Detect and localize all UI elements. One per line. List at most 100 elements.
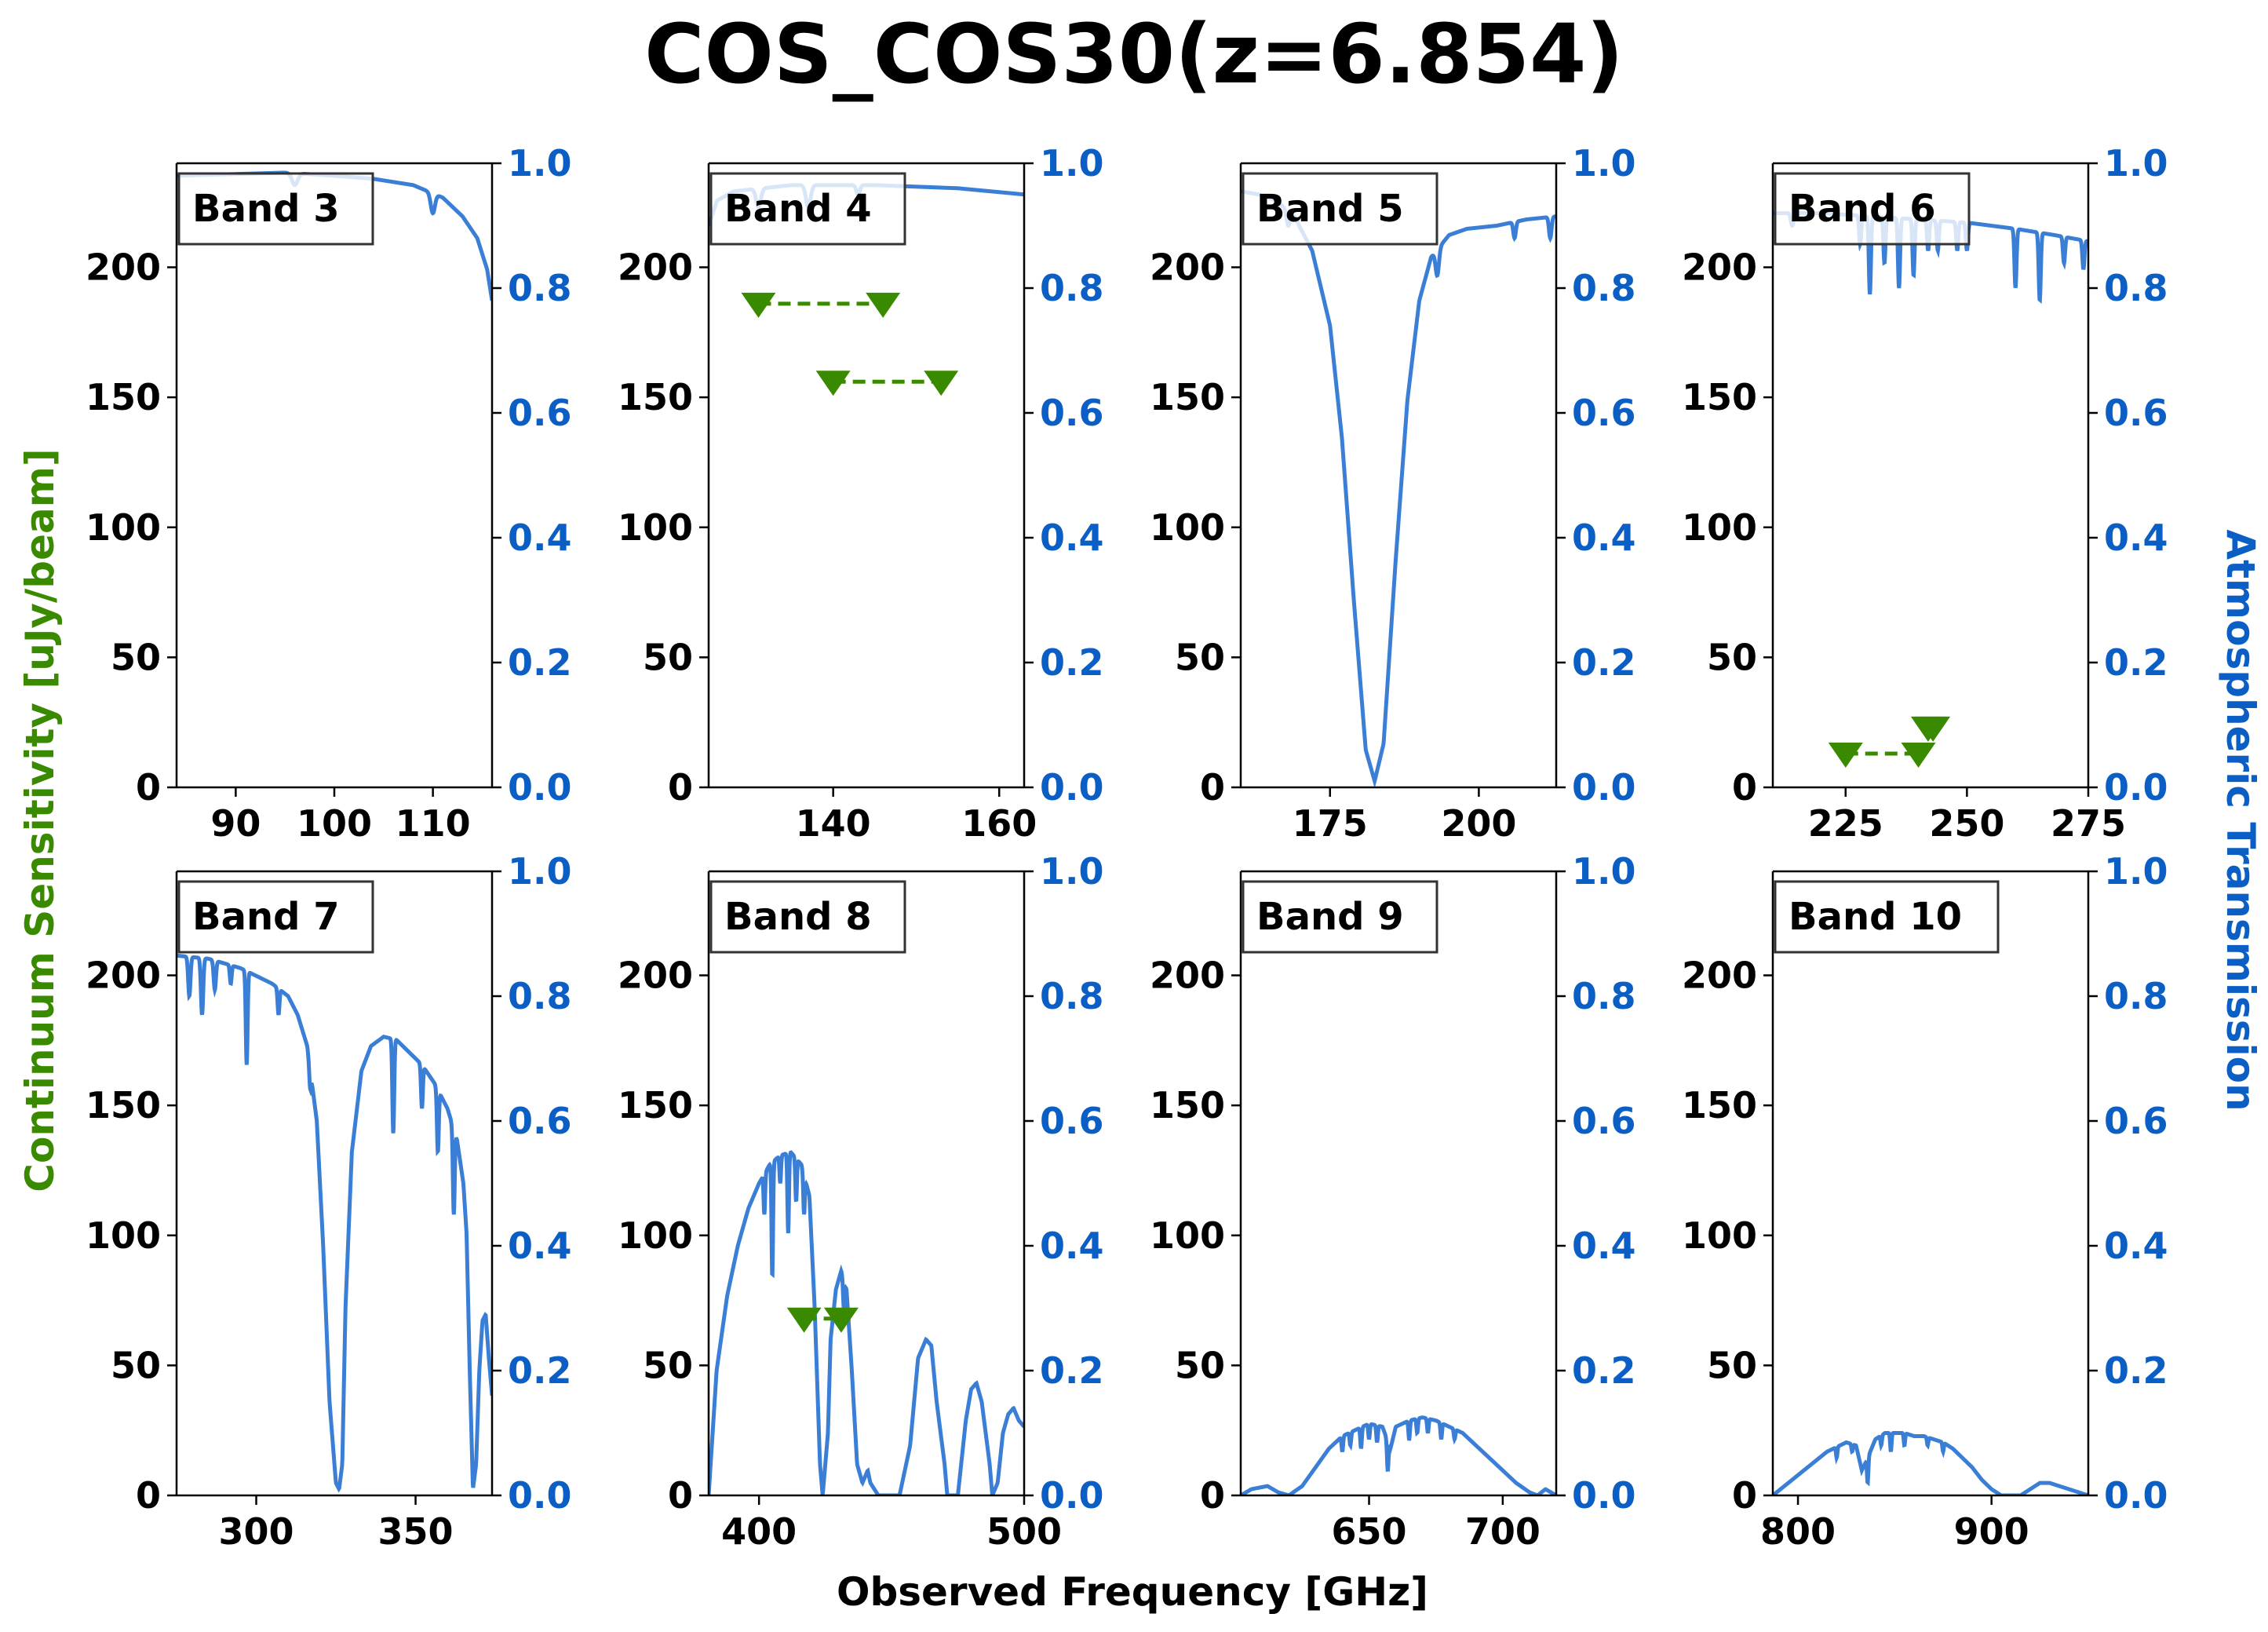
x-tick-label: 350 (378, 1510, 454, 1553)
sensitivity-upper-limit-marker (1916, 716, 1951, 742)
x-axis-label: Observed Frequency [GHz] (837, 1569, 1428, 1615)
left-tick-label: 200 (86, 955, 161, 997)
right-tick-label: 0.2 (1040, 1349, 1104, 1392)
transmission-line (1241, 189, 1556, 787)
x-tick-label: 90 (210, 802, 261, 845)
band-label: Band 4 (724, 187, 872, 231)
left-tick-label: 0 (668, 1474, 693, 1517)
band-label: Band 3 (192, 187, 340, 231)
band-label: Band 5 (1256, 187, 1404, 231)
left-tick-label: 150 (618, 1084, 693, 1126)
left-tick-label: 50 (643, 1344, 693, 1386)
left-tick-label: 100 (86, 1214, 161, 1257)
right-tick-label: 0.8 (2104, 975, 2168, 1017)
panel-band-8: 0 50 100 150 200 0.0 0.2 0.4 0.6 0.8 1.0 400 500 Band… (618, 850, 1104, 1553)
x-tick-label: 800 (1760, 1510, 1836, 1553)
y-axis-label-left: Continuum Sensitivity [uJy/beam] (17, 448, 63, 1192)
left-tick-label: 50 (1175, 1344, 1225, 1386)
left-tick-label: 0 (1200, 766, 1225, 809)
left-tick-label: 50 (1707, 1344, 1757, 1386)
left-tick-label: 100 (618, 506, 693, 549)
right-tick-label: 0.8 (2104, 267, 2168, 309)
right-tick-label: 0.0 (2104, 766, 2168, 809)
right-tick-label: 0.0 (508, 766, 572, 809)
left-tick-label: 50 (1175, 636, 1225, 678)
right-tick-label: 0.8 (508, 267, 572, 309)
right-tick-label: 0.6 (2104, 1100, 2168, 1142)
right-tick-label: 0.8 (1040, 975, 1104, 1017)
left-tick-label: 150 (86, 376, 161, 418)
left-tick-label: 0 (1200, 1474, 1225, 1517)
right-tick-label: 0.4 (1572, 1225, 1636, 1267)
right-tick-label: 0.2 (2104, 641, 2168, 684)
right-tick-label: 0.6 (1572, 392, 1636, 434)
panel-band-3: 0 50 100 150 200 0.0 0.2 0.4 0.6 0.8 1.0 90 100 110 Ba… (86, 142, 572, 845)
right-tick-label: 0.0 (1572, 766, 1636, 809)
band-label-box (1774, 172, 1971, 246)
left-tick-label: 200 (1150, 246, 1225, 289)
right-tick-label: 0.4 (1040, 517, 1104, 559)
left-tick-label: 100 (1682, 1214, 1757, 1257)
left-tick-label: 150 (1682, 1084, 1757, 1126)
band-label-box (177, 880, 374, 954)
band-label-box (1774, 880, 2000, 954)
right-tick-label: 0.4 (508, 1225, 572, 1267)
right-tick-label: 0.0 (1040, 766, 1104, 809)
sensitivity-upper-limit-marker (741, 292, 776, 318)
left-tick-label: 100 (618, 1214, 693, 1257)
y-axis-label-right: Atmospheric Transmission (2218, 529, 2263, 1111)
right-tick-label: 0.6 (1572, 1100, 1636, 1142)
right-tick-label: 0.6 (1040, 1100, 1104, 1142)
right-tick-label: 0.6 (508, 1100, 572, 1142)
sensitivity-upper-limit-marker (924, 371, 959, 396)
panel-band-6: 0 50 100 150 200 0.0 0.2 0.4 0.6 0.8 1.0 225 250 275 B… (1682, 142, 2168, 845)
right-tick-label: 0.4 (2104, 1225, 2168, 1267)
left-tick-label: 100 (1150, 506, 1225, 549)
x-tick-label: 900 (1954, 1510, 2029, 1553)
transmission-line (1773, 1431, 2088, 1495)
right-tick-label: 0.4 (1572, 517, 1636, 559)
transmission-line (177, 953, 492, 1493)
band-label-box (709, 880, 906, 954)
band-label-box (1242, 880, 1438, 954)
left-tick-label: 150 (1682, 376, 1757, 418)
right-tick-label: 0.4 (1040, 1225, 1104, 1267)
band-label-box (177, 172, 374, 246)
x-tick-label: 200 (1441, 802, 1516, 845)
sensitivity-upper-limit-marker (815, 371, 851, 396)
right-tick-label: 1.0 (1040, 142, 1104, 184)
band-label: Band 8 (724, 895, 872, 939)
right-tick-label: 0.2 (1572, 1349, 1636, 1392)
left-tick-label: 100 (1150, 1214, 1225, 1257)
x-tick-label: 400 (721, 1510, 797, 1553)
right-tick-label: 1.0 (1572, 142, 1636, 184)
x-tick-label: 300 (218, 1510, 294, 1553)
left-tick-label: 150 (86, 1084, 161, 1126)
right-tick-label: 0.8 (1572, 975, 1636, 1017)
left-tick-label: 150 (1150, 1084, 1225, 1126)
right-tick-label: 0.2 (508, 1349, 572, 1392)
panels: 0 50 100 150 200 0.0 0.2 0.4 0.6 0.8 1.0 90 100 110 Ba… (86, 142, 2168, 1553)
left-tick-label: 200 (618, 246, 693, 289)
x-tick-label: 140 (796, 802, 871, 845)
x-tick-label: 700 (1465, 1510, 1541, 1553)
right-tick-label: 1.0 (508, 850, 572, 893)
sensitivity-upper-limit-marker (786, 1307, 822, 1333)
right-tick-label: 0.0 (1040, 1474, 1104, 1517)
left-tick-label: 0 (1732, 766, 1757, 809)
left-tick-label: 200 (86, 246, 161, 289)
x-tick-label: 250 (1929, 802, 2004, 845)
panel-band-7: 0 50 100 150 200 0.0 0.2 0.4 0.6 0.8 1.0 300 350 Band… (86, 850, 572, 1553)
panel-band-9: 0 50 100 150 200 0.0 0.2 0.4 0.6 0.8 1.0 650 700 Band… (1150, 850, 1636, 1553)
right-tick-label: 1.0 (1040, 850, 1104, 893)
sensitivity-upper-limit-marker (1828, 742, 1863, 768)
x-tick-label: 100 (297, 802, 372, 845)
right-tick-label: 1.0 (2104, 142, 2168, 184)
left-tick-label: 0 (1732, 1474, 1757, 1517)
left-tick-label: 150 (618, 376, 693, 418)
right-tick-label: 0.0 (508, 1474, 572, 1517)
left-tick-label: 100 (86, 506, 161, 549)
left-tick-label: 0 (136, 1474, 161, 1517)
left-tick-label: 0 (668, 766, 693, 809)
